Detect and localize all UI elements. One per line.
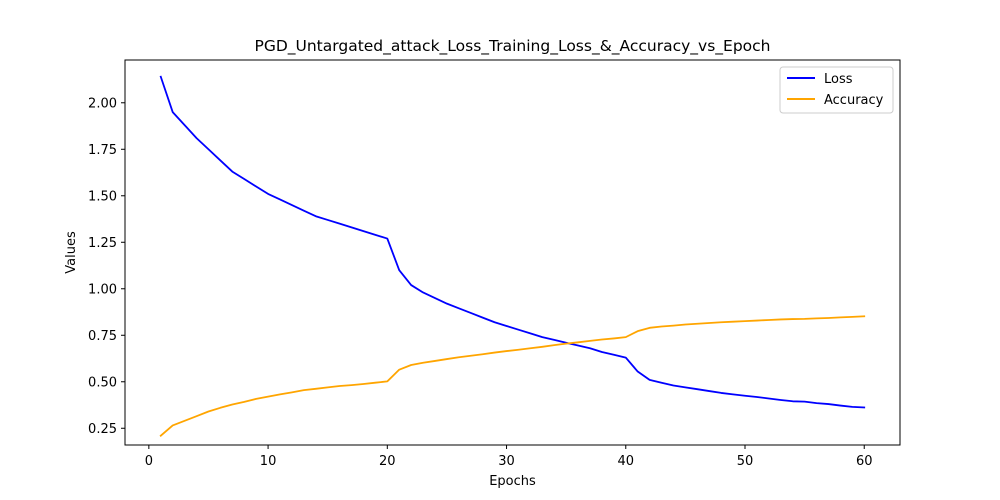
y-axis: 0.25 0.50 0.75 1.00 1.25 1.50 1.75 2.00 (88, 96, 125, 437)
series-line-loss (159, 75, 866, 409)
plot-area: 0 10 20 30 40 50 60 0.25 0.50 0.75 1.00 1.25 1.50 1.… (88, 59, 901, 469)
x-tick-label: 50 (737, 454, 754, 469)
plot-frame (124, 59, 901, 446)
chart-title: PGD_Untargated_attack_Loss_Training_Loss… (254, 37, 770, 56)
y-tick-label: 1.50 (88, 189, 117, 204)
x-axis: 0 10 20 30 40 50 60 (145, 445, 873, 469)
x-tick-label: 10 (260, 454, 277, 469)
y-axis-title: Values (64, 231, 79, 274)
y-tick-label: 1.75 (88, 143, 117, 158)
x-tick-label: 20 (379, 454, 396, 469)
x-tick-label: 60 (856, 454, 873, 469)
y-tick-label: 1.25 (88, 236, 117, 251)
legend: Loss Accuracy (779, 66, 894, 114)
y-tick-label: 2.00 (88, 96, 117, 111)
legend-label-loss: Loss (824, 72, 853, 87)
y-tick-label: 0.25 (88, 422, 117, 437)
y-tick-label: 1.00 (88, 282, 117, 297)
x-tick-label: 30 (498, 454, 515, 469)
series-line-accuracy (159, 315, 866, 437)
x-axis-title: Epochs (489, 474, 536, 489)
y-tick-label: 0.75 (88, 329, 117, 344)
x-tick-label: 40 (617, 454, 634, 469)
x-tick-label: 0 (145, 454, 153, 469)
series-layer (159, 75, 866, 437)
legend-label-accuracy: Accuracy (824, 93, 884, 108)
y-tick-label: 0.50 (88, 375, 117, 390)
